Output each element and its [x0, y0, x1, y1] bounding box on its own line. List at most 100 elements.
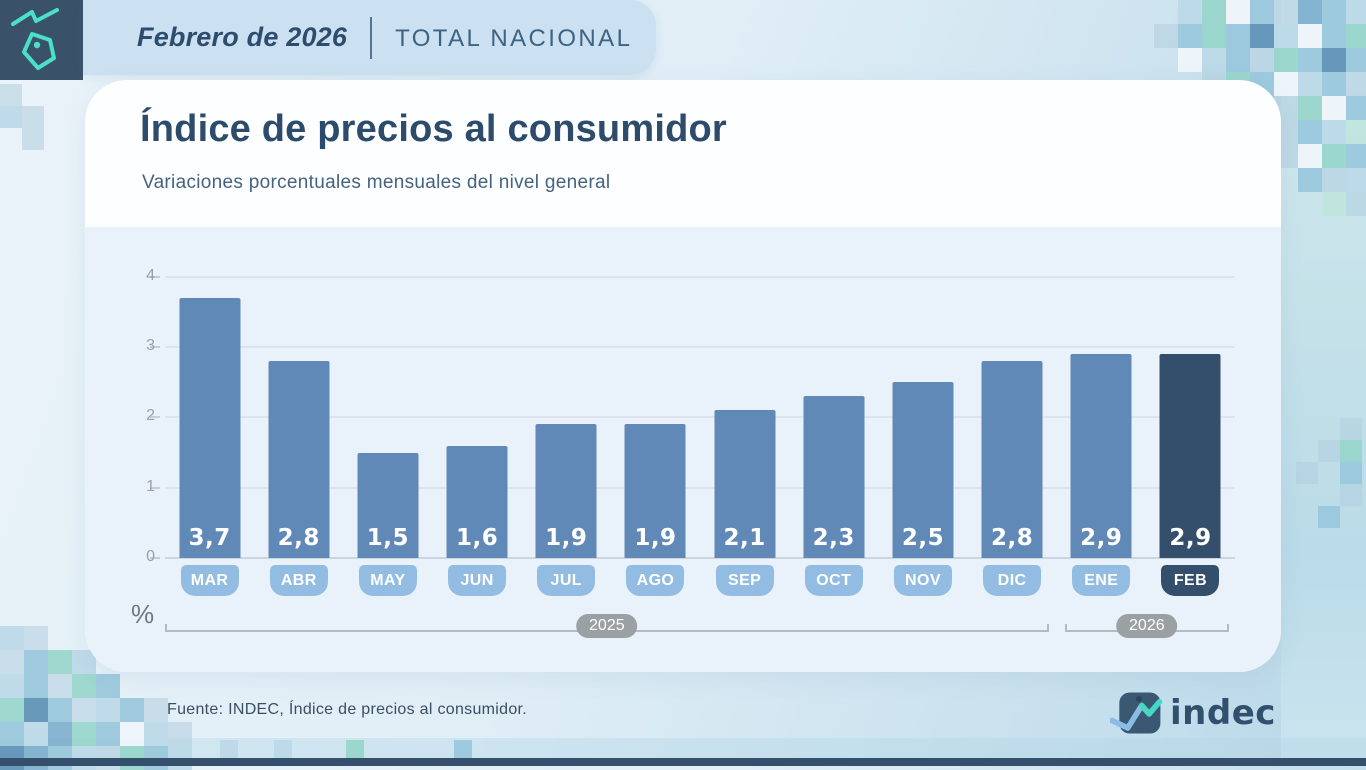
bar-ene: 2,9 [1070, 354, 1132, 558]
month-badge-oct: OCT [804, 565, 863, 596]
mosaic-cell [1340, 418, 1362, 440]
mosaic-cell [1274, 24, 1298, 48]
bar-value-label: 2,5 [901, 525, 945, 551]
gridline [150, 557, 1235, 559]
mosaic-cell [24, 650, 48, 674]
mosaic-cell [1340, 484, 1362, 506]
mosaic-cell [24, 626, 48, 650]
bottom-strip [0, 758, 1366, 766]
month-badge-may: MAY [358, 565, 417, 596]
badge-column: DIC [968, 565, 1057, 596]
mosaic-cell [1322, 168, 1346, 192]
mosaic-cell [1346, 96, 1366, 120]
bar-dic: 2,8 [981, 361, 1043, 558]
mosaic-cell [0, 698, 24, 722]
bar-feb: 2,9 [1159, 354, 1221, 558]
banner-divider [370, 16, 373, 59]
bar-value-label: 1,6 [455, 525, 499, 551]
mosaic-cell [454, 740, 472, 758]
mosaic-cell [1250, 48, 1274, 72]
bar-jul: 1,9 [535, 424, 597, 558]
badge-column: JUL [522, 565, 611, 596]
mosaic-cell [24, 674, 48, 698]
badge-column: MAY [343, 565, 432, 596]
bar-nov: 2,5 [892, 382, 954, 558]
mosaic-cell [1318, 440, 1340, 462]
price-tag-icon [22, 32, 56, 70]
bar-column: 2,1 [700, 227, 789, 558]
bar-column: 3,7 [165, 227, 254, 558]
page-title: Índice de precios al consumidor [140, 108, 727, 150]
mosaic-cell [1346, 192, 1366, 216]
gridline [150, 486, 1235, 489]
mosaic-cell [1322, 24, 1346, 48]
mosaic-cell [1296, 462, 1318, 484]
month-badge-ene: ENE [1072, 565, 1131, 596]
mosaic-cell [22, 128, 44, 150]
month-badge-dic: DIC [983, 565, 1042, 596]
badge-column: ABR [254, 565, 343, 596]
badge-column: JUN [433, 565, 522, 596]
mosaic-cell [274, 740, 292, 758]
mosaic-cell [1250, 24, 1274, 48]
mosaic-cell [0, 626, 24, 650]
mosaic-cell [1346, 144, 1366, 168]
mosaic-cell [1226, 24, 1250, 48]
bar-abr: 2,8 [268, 361, 330, 558]
bar-value-label: 2,3 [812, 525, 855, 551]
bar-column: 2,8 [968, 227, 1057, 558]
month-badge-abr: ABR [269, 565, 328, 596]
badge-column: NOV [878, 565, 967, 596]
indec-logo-mark [1110, 692, 1163, 734]
mosaic-cell [0, 674, 24, 698]
mosaic-cell [96, 698, 120, 722]
mosaic-cell [0, 106, 22, 128]
mosaic-cell [144, 698, 168, 722]
badge-column: AGO [611, 565, 700, 596]
mosaic-cell [1298, 96, 1322, 120]
content-card: Índice de precios al consumidor Variacio… [85, 80, 1281, 672]
bar-column: 2,3 [789, 227, 878, 558]
bar-oct: 2,3 [803, 396, 865, 558]
month-badge-jun: JUN [448, 565, 507, 596]
bar-column: 1,9 [611, 227, 700, 558]
bar-column: 2,9 [1057, 227, 1146, 558]
month-badge-feb: FEB [1161, 565, 1220, 596]
badge-column: ENE [1057, 565, 1146, 596]
price-tag-trend-icon [11, 8, 59, 70]
mosaic-cell [1298, 24, 1322, 48]
bar-column: 1,9 [522, 227, 611, 558]
bar-value-label: 2,8 [277, 525, 320, 551]
mosaic-cell [1250, 0, 1274, 24]
mosaic-cell [1322, 144, 1346, 168]
mosaic-cell [96, 674, 120, 698]
mosaic-cell [1298, 72, 1322, 96]
mosaic-cell [1346, 0, 1366, 24]
mosaic-cell [0, 722, 24, 746]
bar-value-label: 2,9 [1080, 525, 1123, 551]
mosaic-cell [168, 722, 192, 746]
badge-column: MAR [165, 565, 254, 596]
trend-line-icon [11, 8, 59, 26]
month-badge-sep: SEP [715, 565, 774, 596]
mosaic-cell [1318, 506, 1340, 528]
logo-line-teal [1138, 699, 1163, 717]
ipc-brand-tile [0, 0, 83, 80]
bar-column: 2,5 [878, 227, 967, 558]
bar-series: 3,7 2,8 1,5 1,6 1,9 1,9 2,1 2,3 2,5 2,8 2,9 2,9 [165, 227, 1235, 558]
mosaic-cell [1298, 168, 1322, 192]
mosaic-cell [1322, 72, 1346, 96]
mosaic-cell [120, 698, 144, 722]
unit-label: % [131, 599, 155, 629]
gridline [150, 416, 1235, 419]
mosaic-cell [1322, 120, 1346, 144]
gridline [150, 275, 1235, 278]
mosaic-cell [72, 674, 96, 698]
bar-sep: 2,1 [714, 410, 776, 558]
y-axis-tick-label: 2 [146, 407, 155, 425]
mosaic-cell [1178, 48, 1202, 72]
bar-value-label: 1,9 [634, 525, 677, 551]
bar-value-label: 3,7 [188, 525, 231, 551]
mosaic-cell [1322, 48, 1346, 72]
month-badge-jul: JUL [537, 565, 596, 596]
